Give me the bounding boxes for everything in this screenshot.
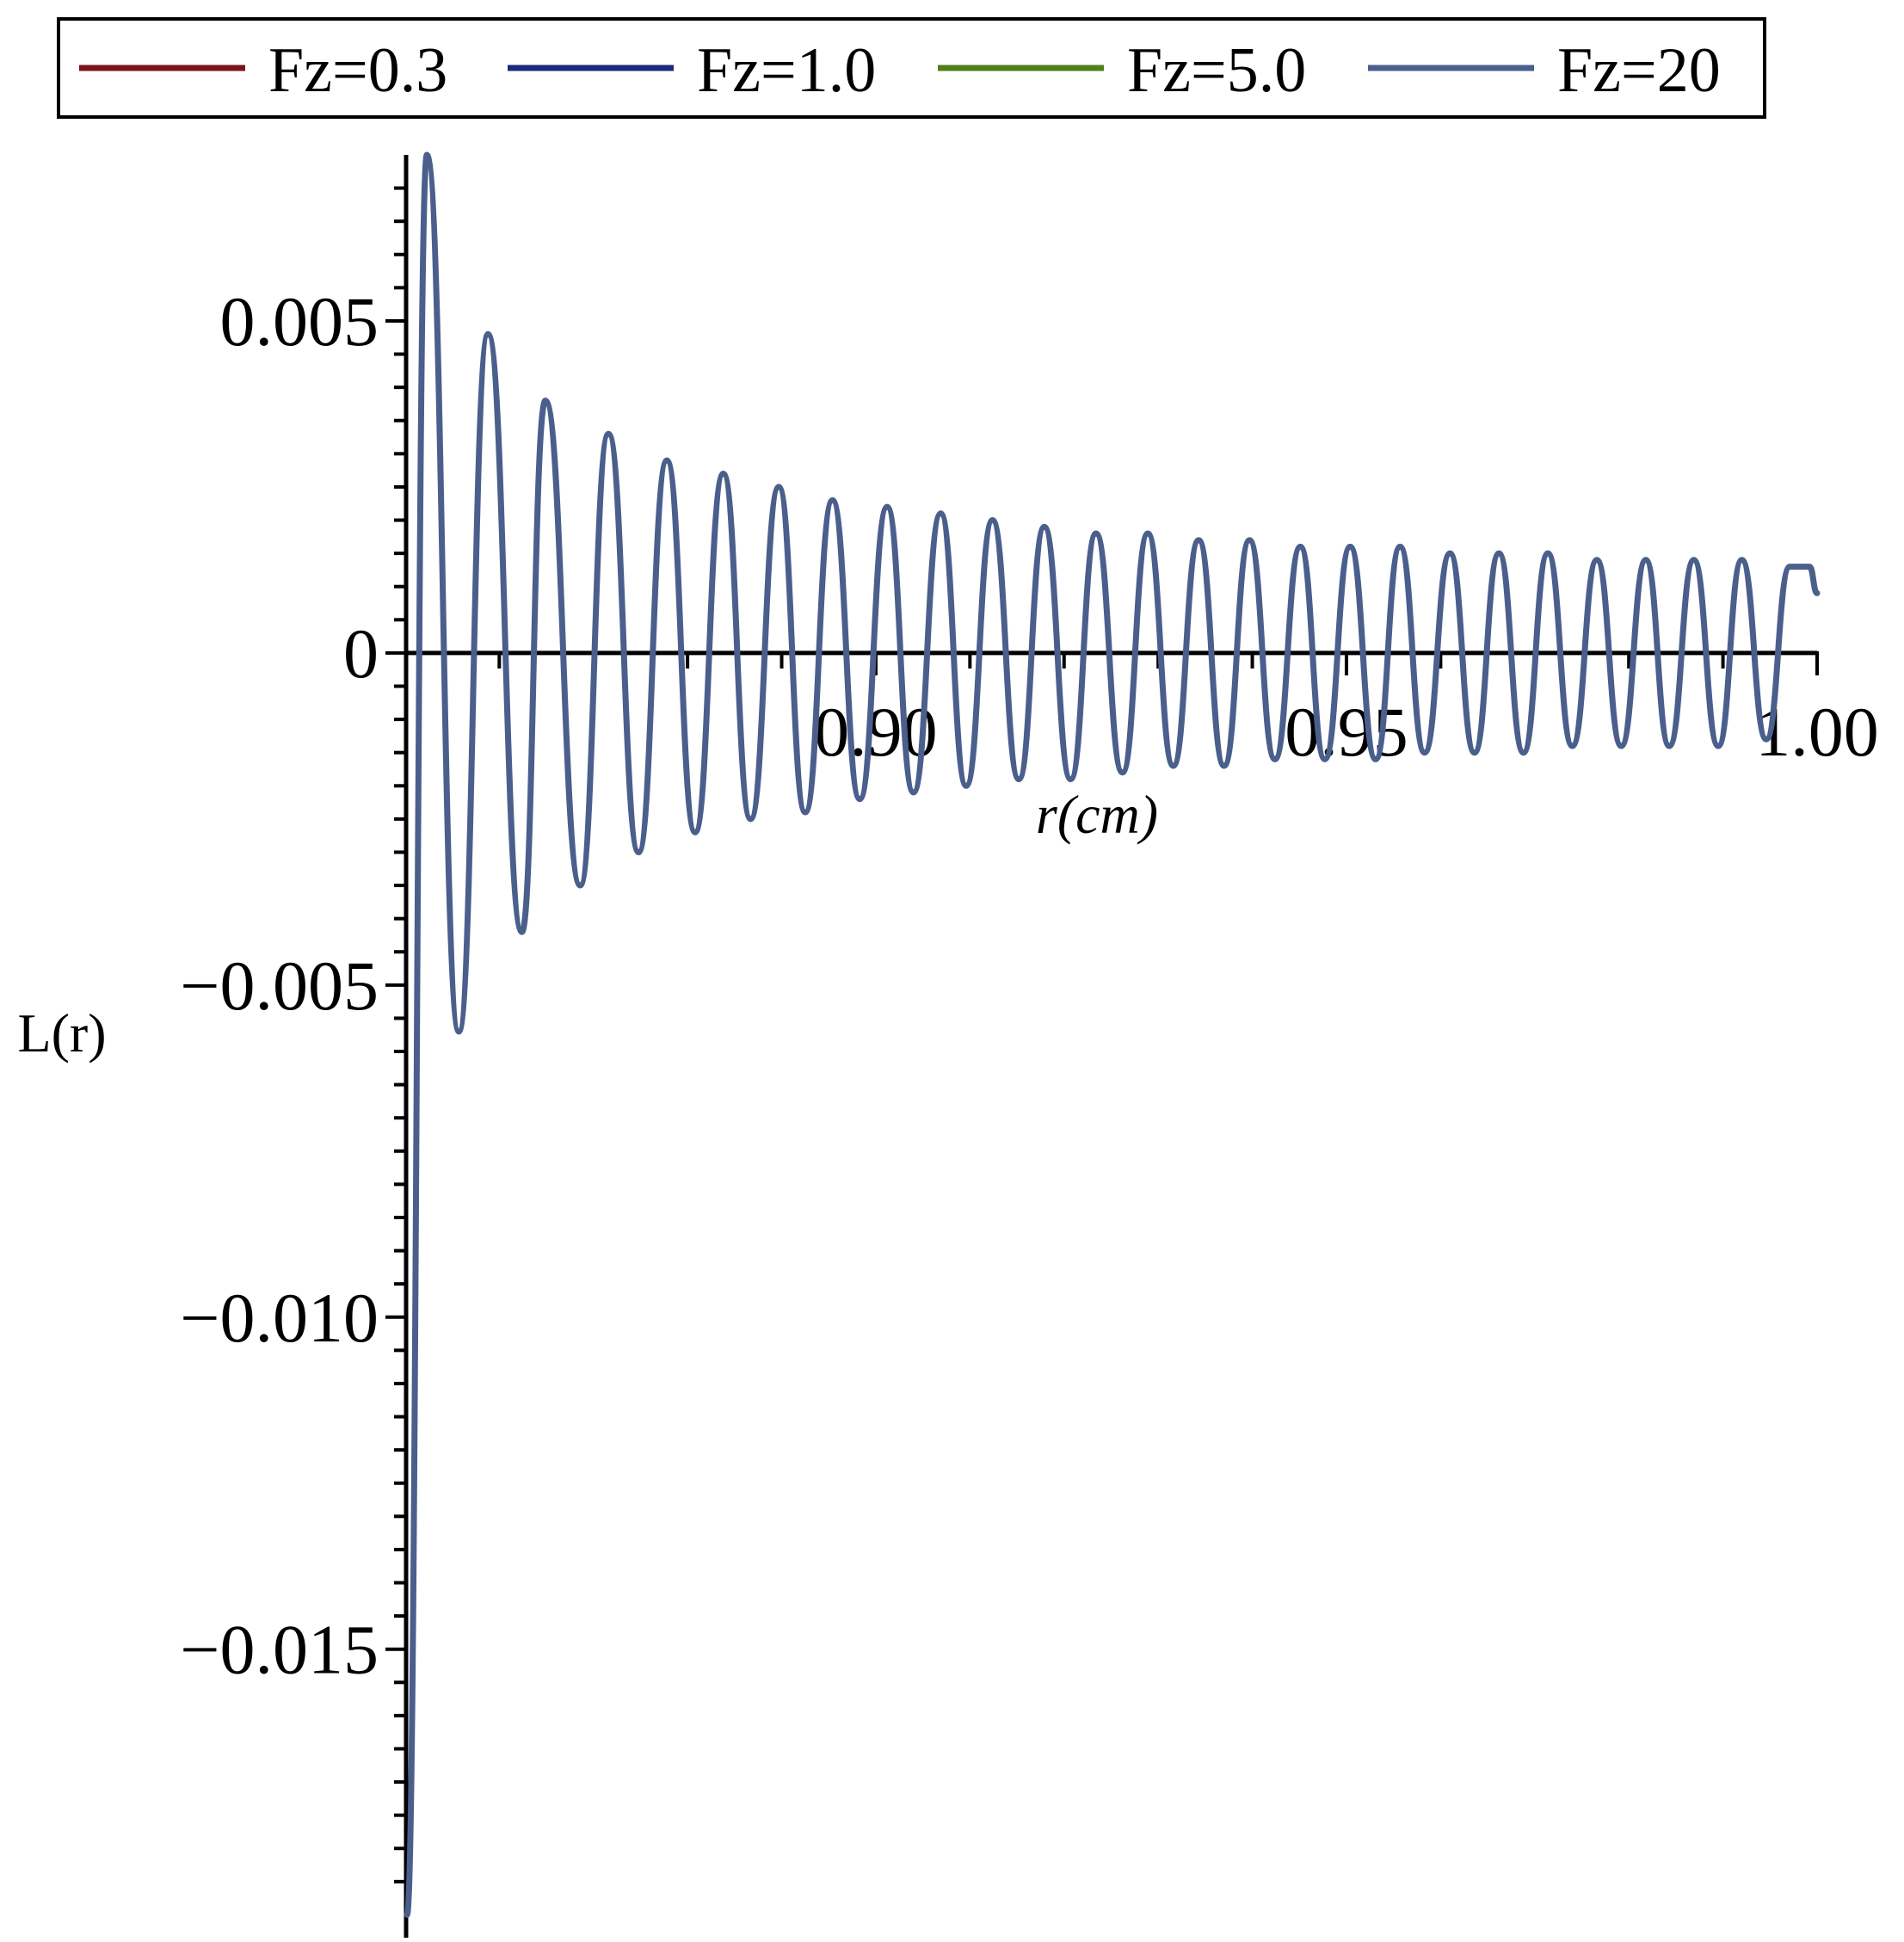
y-tick-label: −0.015	[180, 1611, 379, 1689]
x-tick-label: 0.90	[814, 693, 938, 771]
series-line-fz-20	[404, 151, 1821, 1918]
legend-label: Fz=20	[1557, 35, 1721, 106]
legend-label: Fz=5.0	[1127, 35, 1306, 106]
y-tick-label: −0.005	[180, 946, 379, 1025]
legend: Fz=0.3 Fz=1.0 Fz=5.0 Fz=20	[57, 17, 1766, 119]
x-tick-label: 0.95	[1285, 693, 1408, 771]
x-axis-title: r(cm)	[1036, 784, 1158, 845]
legend-label: Fz=0.3	[268, 35, 447, 106]
y-tick-label: 0	[343, 614, 379, 693]
legend-box	[57, 17, 1766, 119]
y-tick-label: 0.005	[220, 282, 379, 361]
ticks	[385, 186, 1819, 1883]
y-axis-title: L(r)	[17, 1002, 106, 1063]
legend-label: Fz=1.0	[697, 35, 876, 106]
axes	[404, 155, 1817, 1938]
series-group	[404, 151, 1821, 1918]
y-tick-label: −0.010	[180, 1279, 379, 1357]
